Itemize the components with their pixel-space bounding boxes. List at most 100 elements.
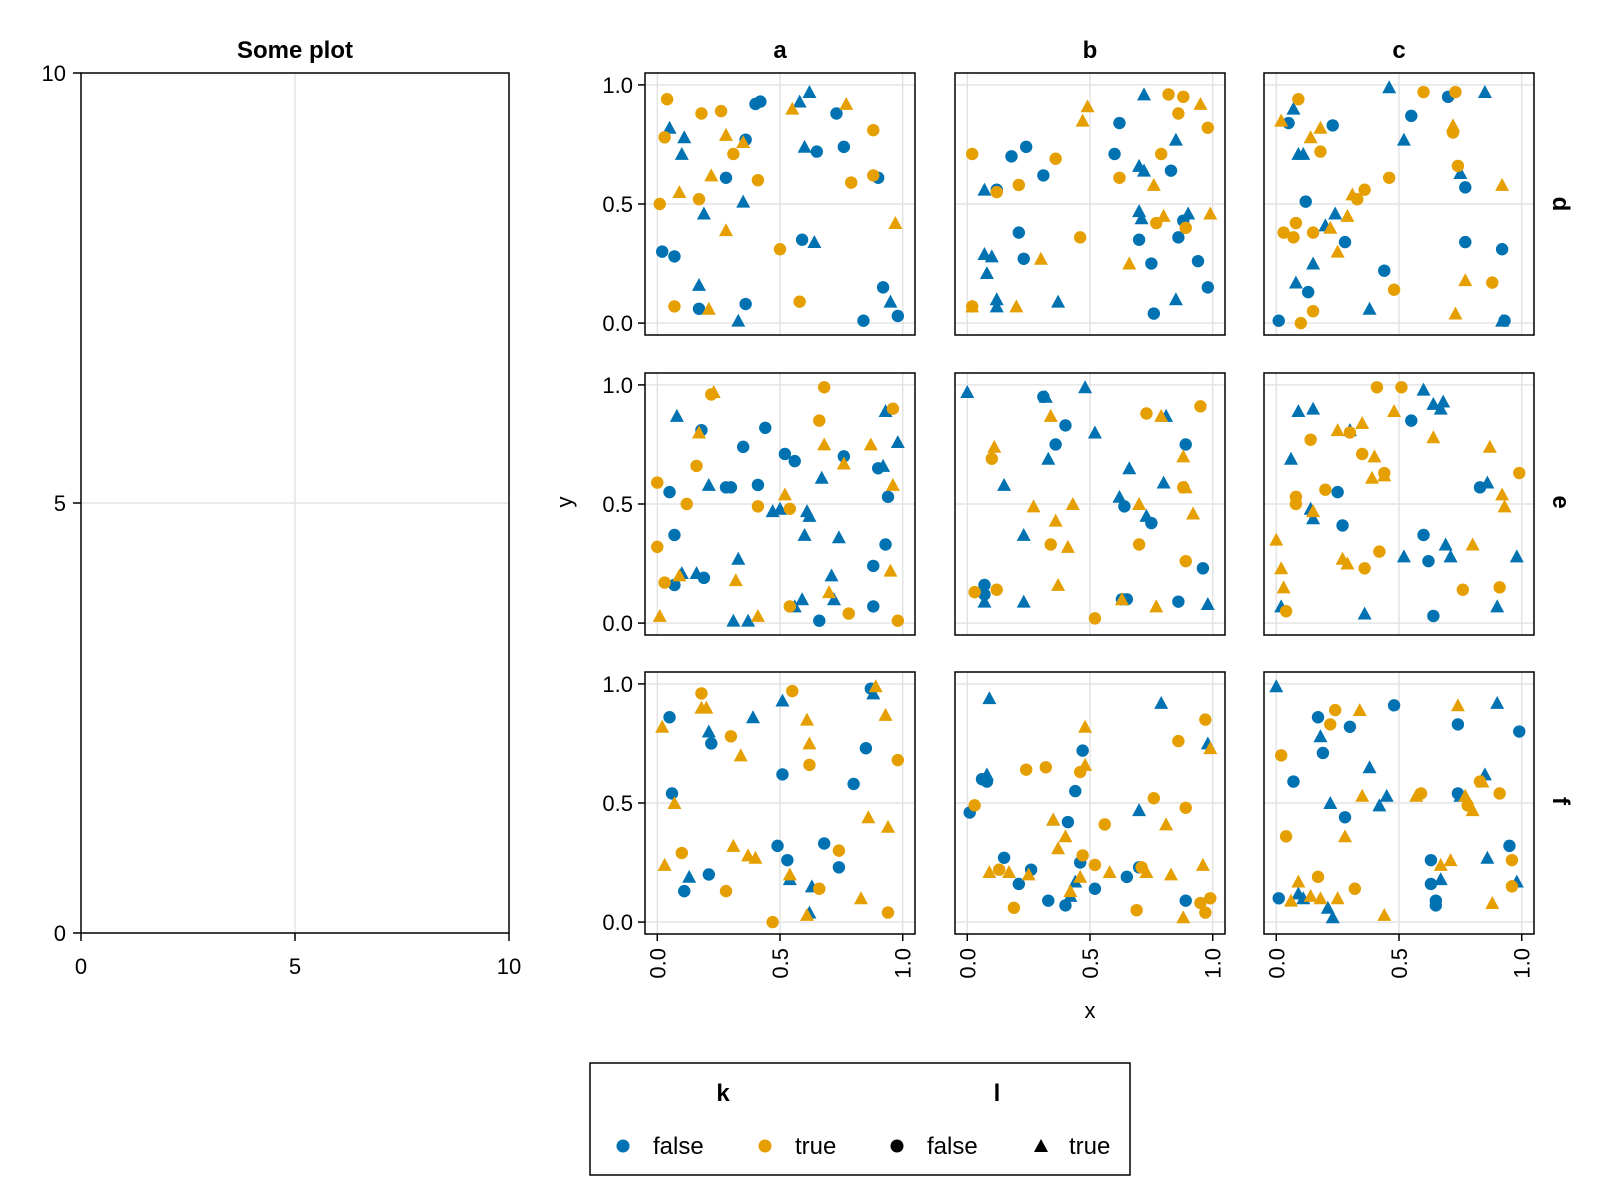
point-k-false-l-false (867, 600, 880, 613)
point-k-false-l-true (1443, 549, 1458, 563)
point-k-true-l-false (1449, 85, 1462, 99)
point-k-false-l-false (847, 777, 860, 791)
point-k-true-l-true (1458, 788, 1473, 802)
point-k-false-l-false (1179, 438, 1192, 451)
left-plot-x-tick-label: 10 (497, 954, 521, 979)
point-k-true-l-false (1088, 612, 1102, 625)
point-k-true-l-false (653, 197, 666, 211)
point-k-false-l-false (1042, 894, 1055, 907)
point-k-false-l-false (1429, 899, 1443, 912)
point-k-true-l-true (1075, 113, 1090, 127)
point-k-true-l-true (1495, 177, 1510, 191)
point-k-true-l-true (1193, 96, 1208, 110)
point-k-false-l-true (797, 527, 812, 541)
point-k-true-l-false (1505, 880, 1519, 893)
point-k-false-l-false (1201, 281, 1215, 294)
point-k-true-l-false (1154, 147, 1168, 161)
point-k-false-l-false (771, 839, 784, 853)
x-axis-label: x (1085, 998, 1096, 1023)
point-k-true-l-true (1377, 468, 1392, 482)
point-k-false-l-true (726, 613, 741, 627)
panel-y-tick-label: 0.0 (602, 611, 633, 636)
point-k-true-l-false (1179, 554, 1192, 568)
point-k-true-l-false (786, 684, 799, 698)
point-k-false-l-false (781, 853, 794, 867)
point-k-false-l-false (881, 490, 895, 504)
panel-c-e (1263, 372, 1535, 636)
point-k-true-l-true (1426, 430, 1441, 444)
point-k-true-l-true (1475, 774, 1490, 788)
point-k-true-l-false (813, 882, 826, 895)
point-k-true-l-true (1448, 306, 1463, 320)
point-k-false-l-false (891, 309, 905, 323)
point-k-false-l-false (776, 768, 789, 781)
point-k-true-l-false (1039, 761, 1053, 774)
point-k-true-l-true (1458, 273, 1473, 287)
point-k-true-l-true (1274, 561, 1289, 575)
point-k-true-l-true (1164, 867, 1178, 881)
point-k-false-l-false (668, 578, 681, 592)
point-k-false-l-true (1438, 537, 1453, 551)
point-k-false-l-false (754, 95, 767, 108)
point-k-true-l-false (992, 863, 1006, 876)
point-k-true-l-true (1323, 220, 1338, 234)
point-k-true-l-true (1367, 449, 1382, 463)
point-k-false-l-false (702, 868, 716, 881)
point-k-false-l-true (1168, 292, 1183, 306)
point-k-false-l-false (1108, 147, 1121, 161)
point-k-false-l-true (1325, 910, 1340, 924)
point-k-true-l-true (987, 439, 1002, 453)
legend-label-k-true: true (795, 1133, 836, 1160)
point-k-true-l-true (982, 865, 997, 879)
point-k-false-l-true (1509, 549, 1524, 563)
row-header-e: e (1547, 495, 1574, 508)
point-k-true-l-false (1289, 216, 1303, 230)
point-k-true-l-false (1456, 583, 1470, 596)
point-k-false-l-false (1417, 528, 1430, 542)
point-k-true-l-false (1204, 892, 1217, 905)
point-k-false-l-true (662, 120, 677, 134)
point-k-true-l-true (1065, 497, 1080, 510)
point-k-false-l-true (979, 767, 994, 781)
point-k-true-l-false (1343, 426, 1357, 439)
panel-y-tick-label: 0.0 (602, 311, 633, 336)
point-k-true-l-false (1073, 231, 1087, 244)
point-k-false-l-true (773, 501, 787, 515)
point-k-false-l-false (655, 245, 669, 258)
point-k-false-l-true (797, 139, 812, 153)
point-k-false-l-false (736, 440, 750, 454)
panel-frame (954, 372, 1226, 636)
legend-frame (589, 1062, 1131, 1176)
point-k-true-l-true (1073, 869, 1088, 883)
panel-x-tick-label: 1.0 (1510, 948, 1535, 979)
point-k-false-l-false (692, 302, 706, 315)
point-k-false-l-true (1132, 803, 1147, 817)
point-k-true-l-true (1159, 817, 1174, 831)
point-k-true-l-false (658, 576, 671, 589)
point-k-false-l-false (1120, 870, 1134, 884)
point-k-false-l-false (1316, 746, 1330, 760)
point-k-false-l-true (989, 292, 1004, 306)
panel-c-d (1263, 72, 1535, 336)
panel-y-tick-label: 1.0 (602, 373, 633, 398)
point-k-true-l-true (1178, 480, 1193, 494)
point-k-false-l-false (1336, 519, 1349, 532)
point-k-true-l-true (1139, 865, 1154, 879)
legend-label-k-false: false (653, 1133, 704, 1160)
point-k-true-l-false (1007, 901, 1021, 914)
point-k-false-l-true (1495, 313, 1510, 327)
point-k-true-l-false (1311, 870, 1325, 884)
legend-title-l: l (994, 1080, 1001, 1107)
point-k-true-l-true (1365, 470, 1379, 484)
point-k-false-l-false (665, 787, 679, 800)
point-k-true-l-false (1319, 483, 1332, 496)
point-k-false-l-true (1139, 508, 1154, 522)
point-k-false-l-true (1284, 451, 1298, 465)
point-k-false-l-false (1017, 252, 1030, 265)
point-k-true-l-true (1345, 187, 1360, 201)
point-k-true-l-false (886, 402, 900, 415)
point-k-false-l-false (1311, 711, 1325, 724)
point-k-true-l-false (867, 169, 880, 182)
point-k-true-l-true (704, 168, 719, 182)
panel-x-tick-label: 0.5 (1387, 948, 1412, 979)
